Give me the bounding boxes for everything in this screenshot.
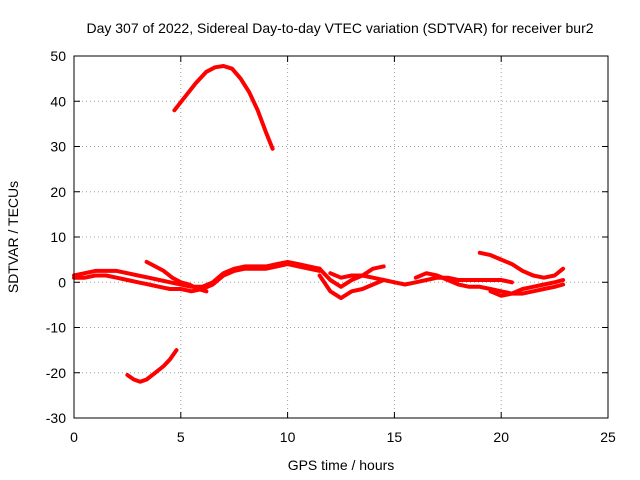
x-tick-label: 10	[280, 429, 296, 445]
y-tick-label: 40	[50, 93, 66, 109]
x-tick-labels: 0 5 10 15 20 25	[70, 429, 616, 445]
grid	[74, 56, 608, 418]
series-arc-late	[477, 250, 566, 280]
y-tick-label: 10	[50, 229, 66, 245]
y-tick-label: 0	[58, 274, 66, 290]
y-tick-label: -10	[46, 320, 66, 336]
y-tick-label: -20	[46, 365, 66, 381]
series-band-g	[488, 278, 566, 298]
x-tick-label: 25	[600, 429, 616, 445]
series-band-f	[413, 271, 566, 296]
chart-title: Day 307 of 2022, Sidereal Day-to-day VTE…	[86, 20, 593, 36]
y-tick-label: 50	[50, 48, 66, 64]
series-arc-low	[125, 348, 179, 384]
series-arc-high	[172, 64, 275, 151]
y-tick-label: -30	[46, 410, 66, 426]
x-tick-label: 15	[387, 429, 403, 445]
y-tick-label: 20	[50, 184, 66, 200]
x-tick-label: 20	[493, 429, 509, 445]
x-tick-label: 0	[70, 429, 78, 445]
series-band-e	[328, 271, 514, 287]
series-band-c	[317, 264, 386, 289]
x-axis-label: GPS time / hours	[288, 457, 395, 473]
y-tick-labels: -30 -20 -10 0 10 20 30 40 50	[46, 48, 66, 426]
series-band-d	[317, 273, 386, 301]
y-axis-label: SDTVAR / TECUs	[5, 181, 21, 293]
axis-ticks	[73, 55, 609, 419]
x-tick-label: 5	[177, 429, 185, 445]
y-tick-label: 30	[50, 139, 66, 155]
series-group	[72, 64, 566, 384]
series-hump-3to6	[144, 259, 209, 294]
